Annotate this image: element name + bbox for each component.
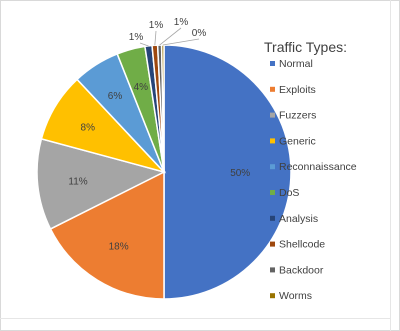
percent-label-backdoor: 1% <box>174 17 189 28</box>
legend-swatch-dos <box>270 190 275 195</box>
legend-title: Traffic Types: <box>264 39 347 55</box>
legend-label-worms: Worms <box>279 290 312 302</box>
legend-swatch-generic <box>270 138 275 144</box>
legend-label-reconnaissance: Reconnaissance <box>279 161 357 173</box>
legend-swatch-backdoor <box>270 267 275 273</box>
percent-label-worms: 0% <box>192 28 207 39</box>
frame-divider-bottom <box>0 318 391 319</box>
legend-swatch-analysis <box>270 215 275 221</box>
percent-label-dos: 4% <box>134 82 149 93</box>
percent-label-shellcode: 1% <box>149 20 164 31</box>
percent-label-generic: 8% <box>81 122 96 133</box>
percent-label-exploits: 18% <box>109 241 129 252</box>
percent-label-reconnaissance: 6% <box>108 91 123 102</box>
frame-divider-right <box>390 0 391 331</box>
leader-line-worms <box>162 38 200 46</box>
legend-label-dos: DoS <box>279 187 299 199</box>
legend-swatch-shellcode <box>270 241 275 247</box>
legend-swatch-normal <box>270 61 275 66</box>
legend-label-exploits: Exploits <box>279 84 316 96</box>
pie-slice-exploits <box>49 170 165 300</box>
legend-label-backdoor: Backdoor <box>279 264 324 276</box>
percent-label-analysis: 1% <box>129 32 144 43</box>
legend-swatch-reconnaissance <box>270 164 275 170</box>
leader-line-shellcode <box>154 30 157 46</box>
legend-swatch-fuzzers <box>270 112 275 118</box>
legend-label-normal: Normal <box>279 58 313 70</box>
pie-slices <box>36 44 292 300</box>
pie-slice-normal <box>163 44 292 300</box>
legend: Traffic Types: Normal Exploits Fuzzers Gene… <box>264 39 357 302</box>
legend-label-generic: Generic <box>279 135 316 147</box>
percent-label-fuzzers: 11% <box>68 177 87 188</box>
pie-slice-fuzzers <box>36 137 167 230</box>
percent-label-normal: 50% <box>230 168 250 179</box>
legend-label-fuzzers: Fuzzers <box>279 110 316 122</box>
legend-swatch-worms <box>270 293 275 299</box>
legend-label-analysis: Analysis <box>279 213 318 225</box>
legend-swatch-exploits <box>270 86 275 92</box>
legend-label-shellcode: Shellcode <box>279 239 325 251</box>
leader-lines <box>139 27 200 47</box>
leader-line-backdoor <box>159 27 182 46</box>
leader-line-analysis <box>139 42 149 47</box>
percent-labels: 50%18%11%8%6%4%1%1% 1%0% <box>68 17 250 252</box>
